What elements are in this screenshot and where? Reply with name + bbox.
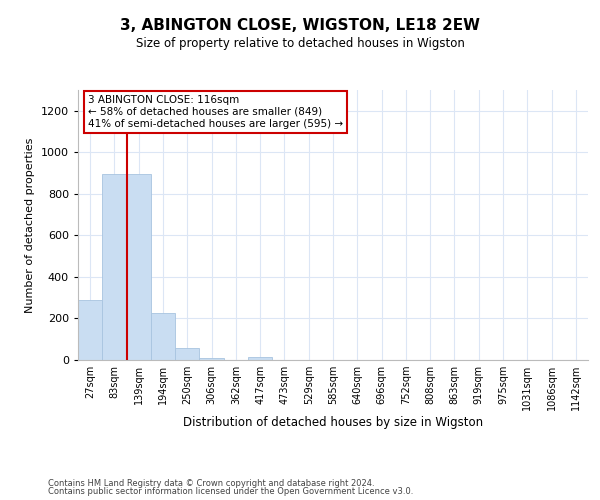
Bar bbox=[127, 174, 151, 360]
Y-axis label: Number of detached properties: Number of detached properties bbox=[25, 138, 35, 312]
X-axis label: Distribution of detached houses by size in Wigston: Distribution of detached houses by size … bbox=[183, 416, 483, 429]
Text: Contains public sector information licensed under the Open Government Licence v3: Contains public sector information licen… bbox=[48, 488, 413, 496]
Text: 3, ABINGTON CLOSE, WIGSTON, LE18 2EW: 3, ABINGTON CLOSE, WIGSTON, LE18 2EW bbox=[120, 18, 480, 32]
Text: Contains HM Land Registry data © Crown copyright and database right 2024.: Contains HM Land Registry data © Crown c… bbox=[48, 478, 374, 488]
Bar bbox=[175, 348, 199, 360]
Bar bbox=[151, 314, 175, 360]
Bar bbox=[78, 300, 102, 360]
Bar bbox=[102, 174, 127, 360]
Bar bbox=[199, 358, 224, 360]
Text: 3 ABINGTON CLOSE: 116sqm
← 58% of detached houses are smaller (849)
41% of semi-: 3 ABINGTON CLOSE: 116sqm ← 58% of detach… bbox=[88, 96, 343, 128]
Bar bbox=[248, 357, 272, 360]
Text: Size of property relative to detached houses in Wigston: Size of property relative to detached ho… bbox=[136, 38, 464, 51]
